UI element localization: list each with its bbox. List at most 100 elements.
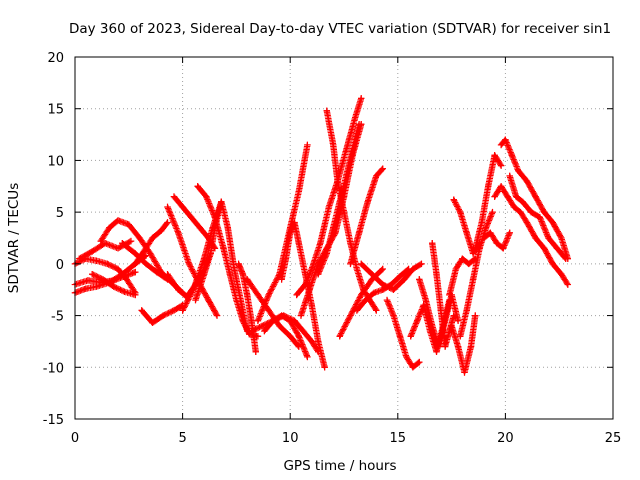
data-point [149,234,156,242]
data-point [379,165,386,172]
series-track-08 [132,219,171,268]
data-point [287,229,294,237]
series-track-42 [506,172,569,262]
data-point [373,307,380,314]
data-point [510,203,518,211]
data-point [454,343,462,350]
data-point [334,177,341,185]
data-point [97,237,105,245]
data-point [248,327,255,335]
data-point [512,193,520,200]
data-point [416,358,423,366]
data-point [379,281,386,288]
data-point [353,265,361,273]
data-point [358,291,365,299]
data-point [396,273,404,280]
y-tick-label: -15 [43,413,64,428]
data-point [261,327,268,335]
data-point [235,260,242,268]
data-point [308,338,315,345]
data-point [452,265,460,273]
series-track-40 [491,183,572,288]
data-point [84,277,92,284]
data-point [347,239,354,247]
data-point [164,203,171,211]
data-point [306,286,313,293]
series-track-05 [89,271,139,299]
data-point [465,260,473,268]
data-point [403,353,410,361]
data-point [308,302,315,309]
data-point [295,343,303,350]
data-point [493,239,500,247]
data-point [446,291,453,299]
data-point [239,317,247,324]
data-point [114,265,122,273]
data-point [364,198,371,205]
data-point [314,260,322,268]
data-point [164,219,171,226]
data-point [469,250,477,257]
data-point [278,312,285,319]
data-point [314,271,322,278]
data-point [125,221,132,228]
series-track-30 [383,296,423,371]
data-point [308,265,315,273]
data-point [355,121,363,128]
data-point [459,255,466,262]
data-point [549,219,556,226]
series-track-33 [429,239,457,350]
data-point [342,172,350,180]
data-point [362,296,369,304]
data-point [500,245,507,252]
data-point [433,348,440,355]
data-point [132,268,139,276]
data-point [457,333,464,340]
data-point [269,317,277,324]
data-point [506,229,513,237]
data-point [101,239,109,247]
data-point [429,239,436,247]
data-point [422,296,429,304]
data-point [200,271,208,278]
data-point [132,291,139,299]
data-point [347,260,354,268]
data-point [153,268,160,276]
y-tick-label: -10 [43,361,64,376]
data-point [330,224,337,231]
data-point [89,248,96,255]
data-point [89,271,96,278]
data-point [482,224,490,231]
data-point [355,229,363,237]
data-point [472,312,479,319]
data-point [175,286,182,293]
data-point [170,307,178,314]
data-point [170,193,178,200]
data-point [160,312,167,319]
data-point [211,214,219,221]
data-point [304,141,311,149]
data-point [433,271,440,278]
data-point [515,167,522,174]
data-point [239,271,247,278]
series-track-17 [243,276,303,350]
data-point [104,260,111,268]
data-point [314,338,322,345]
data-point [93,257,100,264]
data-point [138,307,145,314]
x-tick-label: 5 [178,431,186,446]
data-point [207,250,214,257]
data-point [254,291,262,299]
data-point [401,276,408,283]
data-point [259,322,266,330]
data-point [508,152,516,159]
data-point [330,141,337,149]
series-track-20 [261,312,311,361]
data-point [218,198,225,205]
data-point [99,276,107,283]
data-point [119,239,126,247]
x-tick-label: 20 [497,431,514,446]
data-point [304,353,311,361]
data-point [252,348,259,355]
data-point [299,327,307,335]
